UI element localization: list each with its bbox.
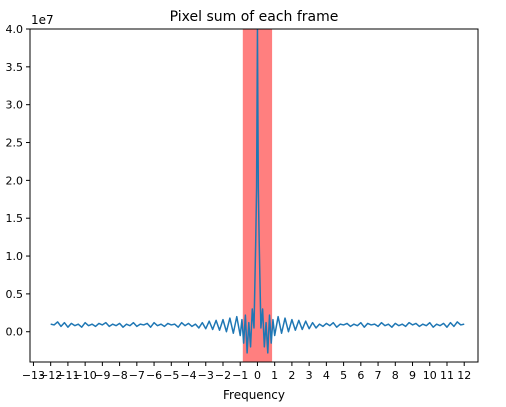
- y-offset-label: 1e7: [31, 13, 54, 27]
- chart-title: Pixel sum of each frame: [170, 9, 339, 25]
- y-tick-label: 0.5: [6, 288, 24, 301]
- y-tick-label: 2.5: [6, 137, 24, 150]
- x-tick-label: 4: [323, 369, 330, 382]
- x-tick-label: −13: [22, 369, 45, 382]
- series-line-0: [50, 29, 465, 354]
- x-tick-label: 2: [288, 369, 295, 382]
- x-tick-label: 5: [340, 369, 347, 382]
- y-tick-label: 3.0: [6, 99, 24, 112]
- x-tick-label: 8: [392, 369, 399, 382]
- x-tick-label: 0: [254, 369, 261, 382]
- y-tick-label: 1.0: [6, 250, 24, 263]
- y-tick-label: 3.5: [6, 61, 24, 74]
- y-tick-label: 4.0: [6, 23, 24, 36]
- x-tick-label: −10: [74, 369, 97, 382]
- x-tick-label: 6: [357, 369, 364, 382]
- x-tick-label: −9: [94, 369, 110, 382]
- x-tick-label: −3: [198, 369, 214, 382]
- x-tick-label: −12: [39, 369, 62, 382]
- x-tick-label: −4: [180, 369, 196, 382]
- x-tick-label: −1: [232, 369, 248, 382]
- y-tick-label: 2.0: [6, 174, 24, 187]
- plot-area: [50, 29, 465, 362]
- x-tick-label: −5: [163, 369, 179, 382]
- x-tick-label: −2: [215, 369, 231, 382]
- x-tick-label: −7: [129, 369, 145, 382]
- x-tick-label: −6: [146, 369, 162, 382]
- axes: −13−12−11−10−9 −8 −7 −6 −5 −4 −3 −2 −1 0 1 2 3 4 5 6 7 8 9…: [6, 23, 479, 382]
- x-tick-label: 10: [423, 369, 437, 382]
- x-tick-label: 12: [457, 369, 471, 382]
- x-tick-label: 7: [375, 369, 382, 382]
- x-tick-label: −8: [111, 369, 127, 382]
- x-tick-label: 9: [409, 369, 416, 382]
- plot-frame: [29, 28, 479, 363]
- x-tick-label: 11: [440, 369, 454, 382]
- x-tick-label: 1: [271, 369, 278, 382]
- y-tick-label: 0.0: [6, 326, 24, 339]
- y-tick-label: 1.5: [6, 212, 24, 225]
- x-tick-label: 3: [306, 369, 313, 382]
- x-axis-label: Frequency: [223, 388, 285, 402]
- x-tick-label: −11: [56, 369, 79, 382]
